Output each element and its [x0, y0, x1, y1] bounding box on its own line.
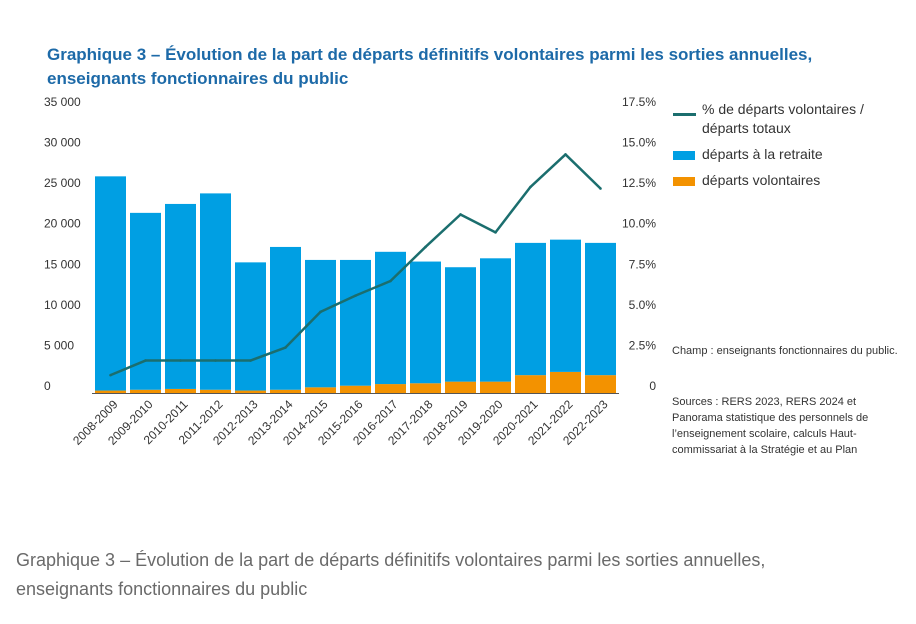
bar-volontaires: [375, 384, 406, 393]
caption-line-1: Graphique 3 – Évolution de la part de dé…: [16, 550, 766, 570]
figure-caption: Graphique 3 – Évolution de la part de dé…: [16, 546, 906, 604]
line-point: [564, 153, 567, 156]
line-point: [319, 310, 322, 314]
bar-retraite: [235, 262, 266, 391]
bar-retraite: [445, 267, 476, 382]
line-point: [459, 213, 462, 216]
bar-volontaires: [270, 389, 301, 393]
bar-retraite: [165, 203, 196, 389]
y-right-tick-label: 10.0%: [622, 217, 656, 231]
bar-retraite: [410, 261, 441, 384]
y-left-tick-label: 0: [44, 379, 51, 393]
chart-title: Graphique 3 – Évolution de la part de dé…: [47, 43, 909, 91]
bar-retraite: [585, 242, 616, 376]
y-right-tick-label: 17.5%: [622, 95, 656, 109]
legend-item-line: % de départs volontaires / départs totau…: [673, 100, 909, 138]
legend-retraite-swatch: [673, 151, 695, 160]
line-point: [284, 346, 287, 349]
y-left-tick-label: 35 000: [44, 95, 81, 109]
bar-volontaires: [445, 381, 476, 393]
legend-item-retraite: départs à la retraite: [673, 145, 909, 164]
legend: % de départs volontaires / départs totau…: [673, 100, 909, 197]
bar-retraite: [200, 193, 231, 390]
bar-retraite: [340, 259, 371, 386]
bar-retraite: [480, 258, 511, 382]
line-point: [424, 245, 427, 249]
line-point: [494, 231, 497, 234]
line-point: [354, 294, 357, 297]
line-point: [389, 279, 392, 283]
chart-title-line-1: Graphique 3 – Évolution de la part de dé…: [47, 45, 813, 64]
line-point: [599, 187, 602, 190]
bar-volontaires: [130, 389, 161, 393]
y-right-tick-label: 5.0%: [629, 298, 657, 312]
bar-volontaires: [95, 390, 126, 393]
line-point: [179, 359, 182, 362]
y-right-tick-label: 7.5%: [629, 257, 657, 271]
note-sources: Sources : RERS 2023, RERS 2024 et Panora…: [672, 396, 869, 456]
y-left-tick-label: 15 000: [44, 257, 81, 271]
y-right-tick-label: 2.5%: [629, 338, 657, 352]
y-left-tick-label: 30 000: [44, 136, 81, 150]
bar-retraite: [515, 242, 546, 376]
line-point: [109, 373, 112, 377]
bar-retraite: [375, 251, 406, 385]
note-champ: Champ : enseignants fonctionnaires du pu…: [672, 345, 898, 357]
y-left-tick-label: 10 000: [44, 298, 81, 312]
legend-line-label: % de départs volontaires / départs totau…: [702, 101, 864, 136]
chart-title-line-2: enseignants fonctionnaires du public: [47, 69, 349, 88]
caption-line-2: enseignants fonctionnaires du public: [16, 579, 308, 599]
line-point: [249, 359, 252, 362]
legend-volontaires-swatch: [673, 177, 695, 186]
bar-retraite: [130, 212, 161, 390]
bar-volontaires: [410, 383, 441, 393]
bar-volontaires: [235, 390, 266, 393]
y-left-tick-label: 5 000: [44, 338, 74, 352]
y-right-tick-label: 12.5%: [622, 176, 656, 190]
y-right-tick-label: 15.0%: [622, 136, 656, 150]
legend-line-swatch: [673, 113, 696, 116]
bar-volontaires: [305, 387, 336, 393]
legend-volontaires-label: départs volontaires: [702, 172, 821, 188]
bar-retraite: [550, 239, 581, 372]
bar-volontaires: [200, 389, 231, 393]
y-left-tick-label: 20 000: [44, 217, 81, 231]
chart-area: 0 5 000 10 000 15 000 20 000 25 000 30 000 35 0…: [44, 95, 657, 448]
legend-retraite-label: départs à la retraite: [702, 146, 823, 162]
line-point: [214, 359, 217, 362]
y-left-tick-label: 25 000: [44, 176, 81, 190]
bar-volontaires: [165, 388, 196, 393]
y-right-tick-label: 0: [649, 379, 656, 393]
legend-item-volontaires: départs volontaires: [673, 171, 909, 190]
bar-volontaires: [585, 375, 616, 393]
line-point: [144, 359, 147, 362]
bar-volontaires: [340, 385, 371, 393]
bar-retraite: [95, 176, 126, 391]
bar-volontaires: [515, 375, 546, 393]
bar-volontaires: [480, 381, 511, 393]
bar-retraite: [270, 246, 301, 390]
line-point: [529, 185, 532, 189]
bar-volontaires: [550, 371, 581, 393]
